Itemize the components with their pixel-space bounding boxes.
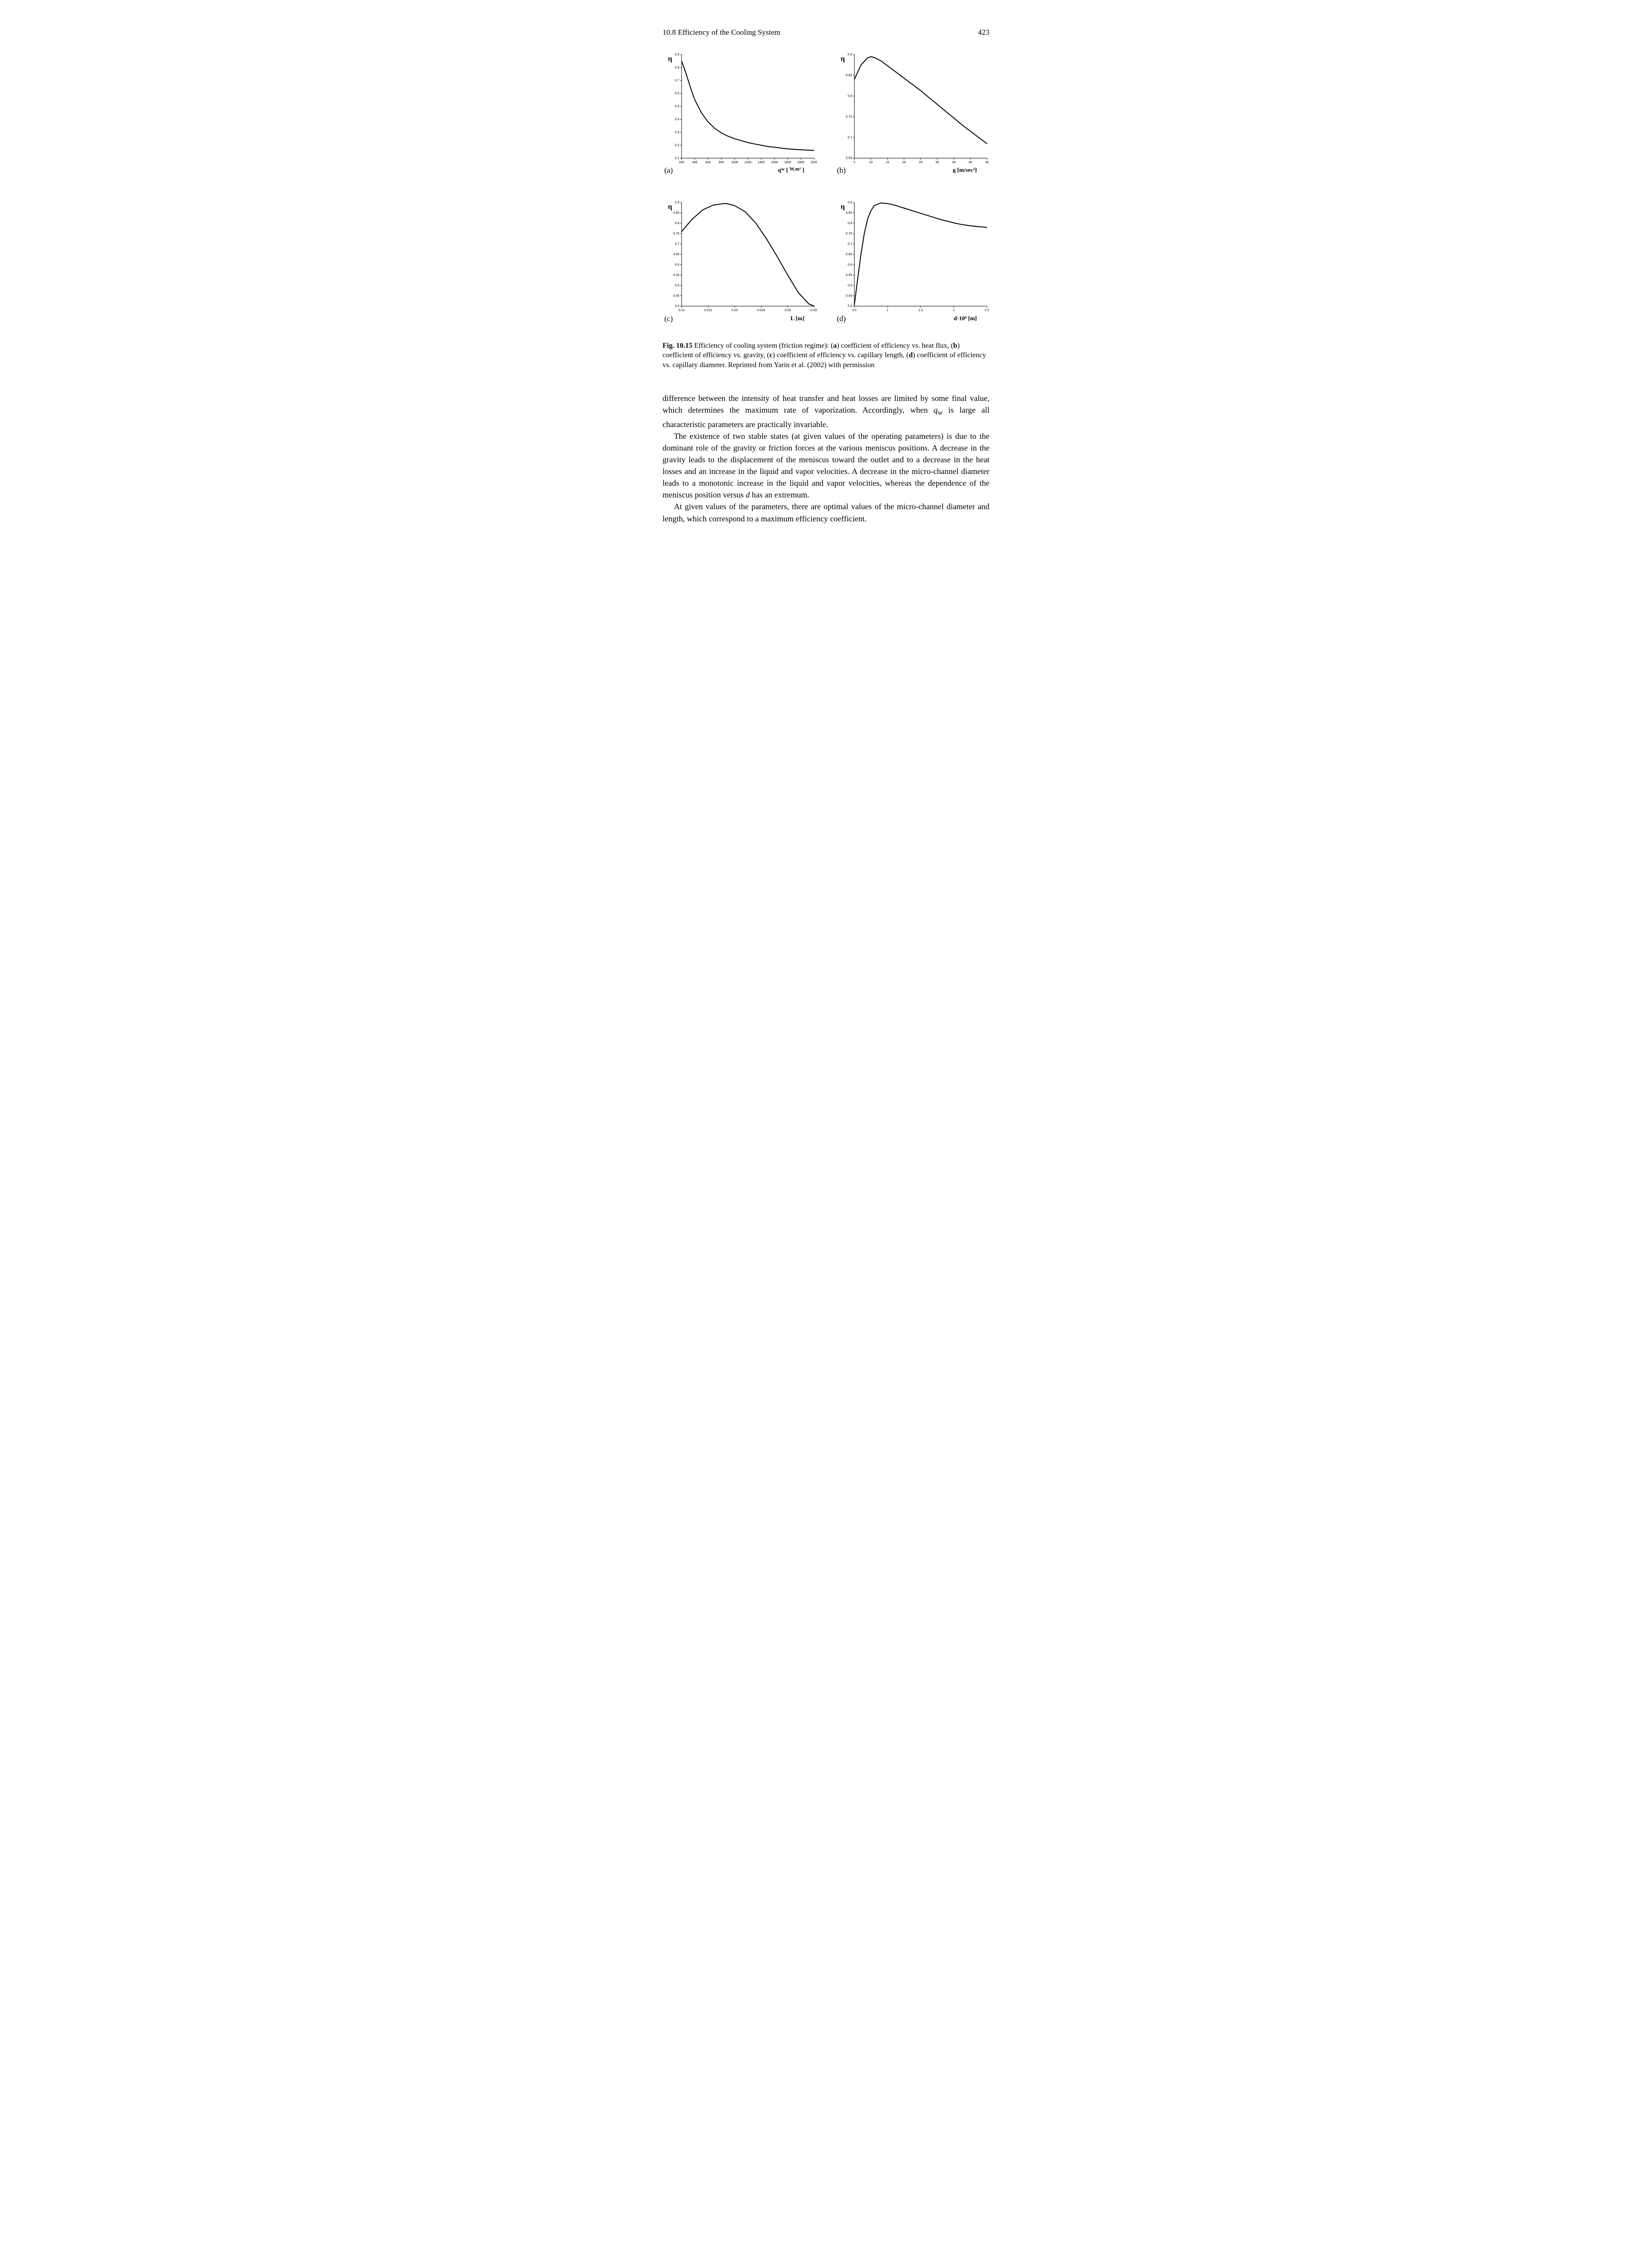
svg-text:0.03: 0.03 [785, 309, 791, 312]
svg-text:0.025: 0.025 [757, 309, 765, 312]
svg-text:0.5: 0.5 [852, 309, 856, 312]
svg-text:0.1: 0.1 [675, 156, 679, 160]
svg-text:0.8: 0.8 [675, 222, 679, 225]
svg-text:25: 25 [919, 161, 922, 164]
page-number: 423 [978, 27, 990, 38]
svg-text:0.75: 0.75 [673, 232, 680, 235]
panel-b-xlabel: g [m/sec²] [953, 166, 985, 176]
svg-text:0.55: 0.55 [846, 274, 852, 277]
svg-text:0.01: 0.01 [678, 309, 685, 312]
figure-10-15: 0.10.20.30.40.50.60.70.80.92004006008001… [663, 51, 989, 325]
svg-text:2200: 2200 [811, 161, 817, 164]
svg-text:0.7: 0.7 [675, 243, 679, 246]
svg-text:0.6: 0.6 [675, 92, 679, 95]
svg-text:0.015: 0.015 [704, 309, 712, 312]
svg-text:0.02: 0.02 [732, 309, 738, 312]
svg-text:2000: 2000 [797, 161, 805, 164]
svg-text:0.5: 0.5 [675, 105, 679, 108]
panel-c: 0.4 0.45 0.5 0.55 0.6 0.65 0.7 0.75 0.8 0.85 0.9 0.… [663, 199, 817, 324]
svg-text:0.65: 0.65 [846, 156, 852, 160]
svg-text:2.5: 2.5 [985, 309, 989, 312]
running-header: 10.8 Efficiency of the Cooling System 42… [663, 27, 989, 38]
svg-text:10: 10 [869, 161, 873, 164]
svg-text:1.5: 1.5 [918, 309, 923, 312]
svg-text:0.9: 0.9 [675, 53, 679, 56]
svg-text:800: 800 [719, 161, 724, 164]
svg-text:1400: 1400 [758, 161, 765, 164]
caption-lead: Fig. 10.15 [663, 342, 692, 350]
svg-text:0.9: 0.9 [675, 201, 679, 204]
svg-text:0.7: 0.7 [675, 79, 679, 82]
svg-text:0.8: 0.8 [847, 222, 852, 225]
svg-text:0.6: 0.6 [847, 263, 852, 267]
panel-d-xlabel: d·10⁴ [m] [954, 314, 985, 325]
svg-text:0.65: 0.65 [673, 253, 680, 256]
svg-text:0.8: 0.8 [675, 66, 679, 69]
svg-text:η: η [841, 203, 845, 211]
svg-text:0.85: 0.85 [846, 212, 852, 215]
svg-text:20: 20 [902, 161, 906, 164]
svg-text:45: 45 [985, 161, 989, 164]
svg-text:0.85: 0.85 [846, 74, 852, 77]
chart-b: 0.65 0.7 0.75 0.8 0.85 0.9 5 10 15 20 25 30 35 40 45 η [835, 51, 990, 165]
svg-text:600: 600 [705, 161, 711, 164]
svg-text:0.7: 0.7 [847, 243, 852, 246]
panel-d-letter: (d) [837, 313, 846, 325]
svg-text:0.4: 0.4 [675, 305, 679, 308]
panel-a-xlabel: qw [ W⁄m² ] [778, 166, 813, 176]
svg-text:0.5: 0.5 [675, 284, 679, 287]
svg-text:400: 400 [692, 161, 698, 164]
section-title: 10.8 Efficiency of the Cooling System [663, 27, 780, 38]
svg-text:15: 15 [885, 161, 889, 164]
panel-b: 0.650.70.750.80.850.951015202530354045η … [835, 51, 990, 176]
svg-text:0.4: 0.4 [847, 305, 852, 308]
panel-b-letter: (b) [837, 165, 846, 176]
chart-d: 0.4 0.45 0.5 0.55 0.6 0.65 0.7 0.75 0.8 0.85 0.9 0.… [835, 199, 990, 313]
svg-text:0.45: 0.45 [673, 295, 680, 298]
svg-text:0.035: 0.035 [810, 309, 817, 312]
paragraph-3: At given values of the parameters, there… [663, 501, 989, 524]
svg-text:1: 1 [886, 309, 888, 312]
svg-text:0.5: 0.5 [847, 284, 852, 287]
svg-text:1200: 1200 [745, 161, 752, 164]
svg-text:1000: 1000 [731, 161, 738, 164]
svg-text:1600: 1600 [771, 161, 778, 164]
chart-c: 0.4 0.45 0.5 0.55 0.6 0.65 0.7 0.75 0.8 0.85 0.9 0.… [663, 199, 817, 313]
svg-text:0.85: 0.85 [673, 212, 680, 215]
paragraph-2: The existence of two stable states (at g… [663, 430, 989, 501]
panel-c-xlabel: L [m] [791, 314, 813, 325]
svg-text:0.4: 0.4 [675, 118, 679, 121]
svg-text:0.75: 0.75 [846, 232, 852, 235]
svg-text:0.8: 0.8 [847, 95, 852, 98]
svg-text:0.45: 0.45 [846, 295, 852, 298]
svg-text:0.2: 0.2 [675, 144, 679, 147]
svg-text:η: η [668, 55, 672, 63]
svg-text:1800: 1800 [784, 161, 791, 164]
chart-a: 0.1 0.2 0.3 0.4 0.5 0.6 0.7 0.8 0.9 200 400 600 800 1… [663, 51, 817, 165]
panel-d: 0.4 0.45 0.5 0.55 0.6 0.65 0.7 0.75 0.8 0.85 0.9 0.… [835, 199, 990, 324]
svg-text:η: η [668, 203, 672, 211]
svg-text:5: 5 [853, 161, 855, 164]
svg-text:0.75: 0.75 [846, 115, 852, 119]
svg-text:35: 35 [952, 161, 955, 164]
svg-text:0.3: 0.3 [675, 131, 679, 134]
svg-text:η: η [841, 55, 845, 63]
svg-text:0.65: 0.65 [846, 253, 852, 256]
figure-caption: Fig. 10.15 Efficiency of cooling system … [663, 341, 989, 370]
panel-c-letter: (c) [664, 313, 673, 325]
svg-text:2: 2 [953, 309, 954, 312]
svg-text:0.9: 0.9 [847, 201, 852, 204]
panel-a: 0.1 0.2 0.3 0.4 0.5 0.6 0.7 0.8 0.9 200 400 600 800 1… [663, 51, 817, 176]
svg-text:0.55: 0.55 [673, 274, 680, 277]
svg-text:40: 40 [968, 161, 972, 164]
svg-text:0.7: 0.7 [847, 136, 852, 139]
paragraph-1: difference between the intensity of heat… [663, 392, 989, 430]
svg-text:30: 30 [935, 161, 939, 164]
svg-text:200: 200 [679, 161, 684, 164]
panel-a-letter: (a) [664, 165, 673, 176]
body-text: difference between the intensity of heat… [663, 392, 989, 524]
svg-text:0.9: 0.9 [847, 53, 852, 56]
svg-text:0.6: 0.6 [675, 263, 679, 267]
